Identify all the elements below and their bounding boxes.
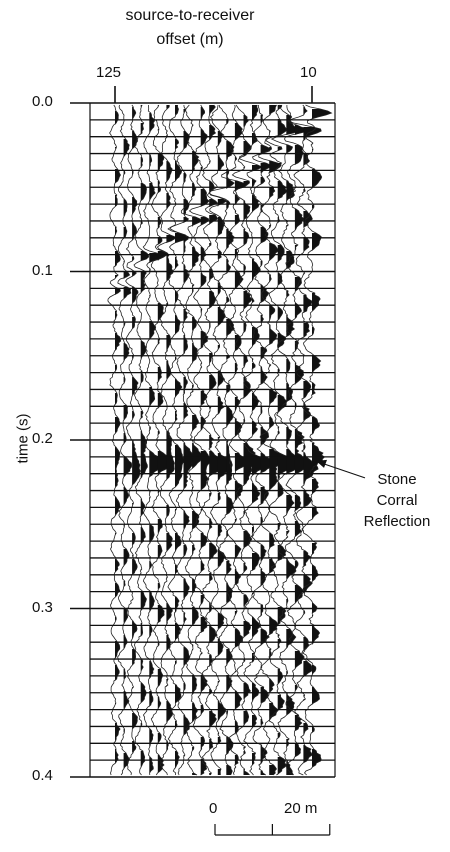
trace-fill-11 [200,107,211,775]
y-tick-label-0-2: 0.2 [32,430,53,447]
scale-bar-label-end: 20 m [284,800,318,817]
x-tick-label-10: 10 [300,64,317,81]
scale-bar [214,824,331,836]
arrow-shaft [317,461,366,479]
y-tick-label-0-0: 0.0 [32,93,53,110]
timing-lines [90,102,335,778]
annotation-line1: Stone [377,471,417,488]
chart-title-line2: offset (m) [156,31,224,48]
trace-fill-2 [123,139,132,769]
trace-fill-10 [192,125,202,775]
annotation-line3: Reflection [363,513,431,530]
trace-fill-13 [217,131,233,775]
annotation-arrow [316,459,366,479]
trace-fill-14 [226,119,235,775]
trace-fill-16 [243,115,256,775]
annotation-line2: Corral [376,492,418,509]
trace-fill-1 [115,111,121,763]
trace-fill-18 [260,115,274,775]
arrow-head [316,459,327,468]
y-axis-ticks [70,102,90,778]
trace-fill-24 [312,109,332,767]
trace-fill-20 [277,105,297,775]
x-tick-label-125: 125 [96,64,122,81]
y-tick-label-0-4: 0.4 [32,767,53,784]
trace-fill-15 [234,123,247,769]
trace-fill-17 [252,105,267,775]
y-tick-label-0-1: 0.1 [32,262,53,279]
scale-bar-label-start: 0 [209,800,218,817]
chart-title-line1: source-to-receiver [125,7,255,24]
x-axis-ticks [114,86,313,103]
y-axis-label: time (s) [14,413,32,464]
trace-fill-4 [140,105,149,767]
y-tick-label-0-3: 0.3 [32,599,53,616]
